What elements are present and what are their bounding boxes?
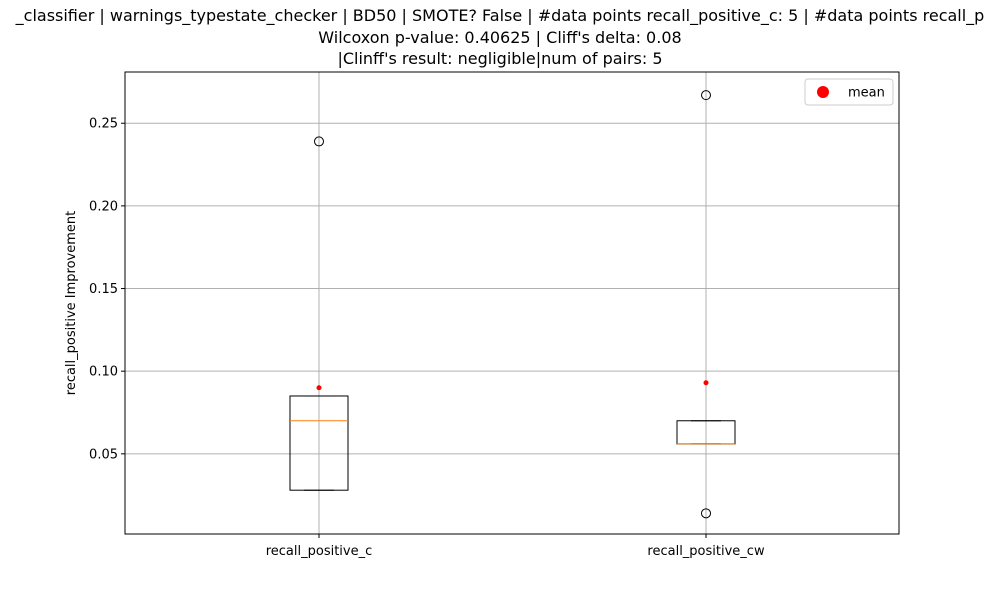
iqr-box (289, 395, 349, 491)
legend-box (804, 78, 894, 106)
outlier-point (701, 508, 711, 519)
mean-point (316, 385, 322, 391)
y-tick-label: 0.05 (89, 447, 118, 462)
outlier-point (701, 90, 711, 101)
y-tick-label: 0.15 (89, 282, 118, 297)
y-tick-label: 0.10 (89, 365, 118, 380)
chart-title-line-2: Wilcoxon p-value: 0.40625 | Cliff's delt… (318, 28, 682, 47)
legend-marker-mean (817, 86, 829, 98)
outlier-point (314, 136, 324, 147)
y-tick-label: 0.20 (89, 199, 118, 214)
chart-title-line-1: _classifier | warnings_typestate_checker… (15, 6, 985, 25)
mean-point (703, 380, 709, 386)
legend-label: mean (848, 86, 885, 101)
y-tick-label: 0.25 (89, 117, 118, 132)
plot-frame (124, 71, 900, 535)
chart-title-line-3: |Clinff's result: negligible|num of pair… (337, 49, 663, 68)
x-tick-label: recall_positive_c (266, 544, 373, 559)
y-axis-label: recall_positive Improvement (64, 211, 79, 395)
x-tick-label: recall_positive_cw (647, 544, 765, 559)
